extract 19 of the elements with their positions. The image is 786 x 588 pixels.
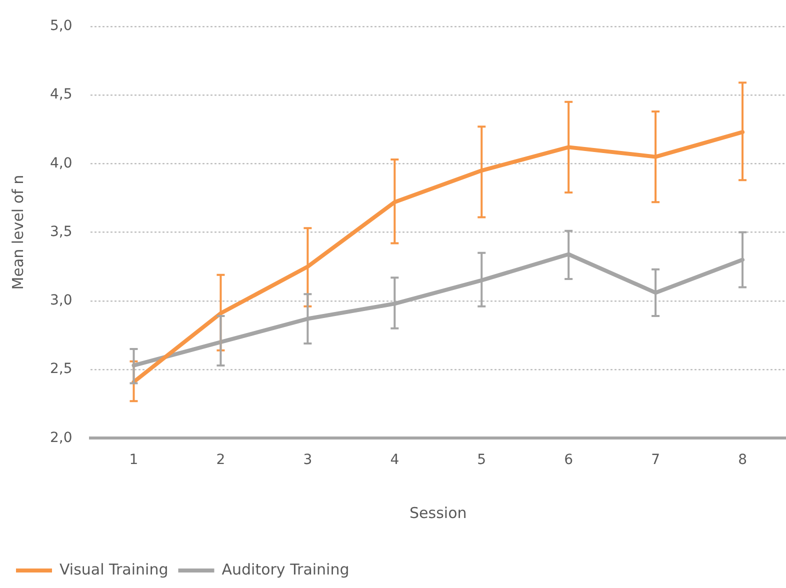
x-tick-label: 8 [738,452,747,468]
y-tick-label: 5,0 [50,18,72,34]
x-tick-label: 1 [129,452,138,468]
legend-label: Auditory Training [222,560,350,578]
y-tick-label: 3,5 [50,224,72,240]
y-tick-label: 2,5 [50,361,72,378]
x-tick-label: 7 [651,452,660,468]
y-tick-label: 4,5 [50,86,72,103]
x-tick-label: 6 [564,452,574,468]
x-tick-label: 5 [477,452,486,468]
y-tick-label: 2,0 [50,430,72,446]
x-tick-label: 3 [303,452,312,468]
y-tick-label: 3,0 [50,292,72,309]
y-axis-title: Mean level of n [8,174,27,290]
legend-label: Visual Training [60,560,168,578]
x-tick-label: 4 [390,452,400,468]
x-axis-title: Session [410,504,467,522]
y-tick-label: 4,0 [50,155,72,172]
x-tick-label: 2 [216,452,226,468]
